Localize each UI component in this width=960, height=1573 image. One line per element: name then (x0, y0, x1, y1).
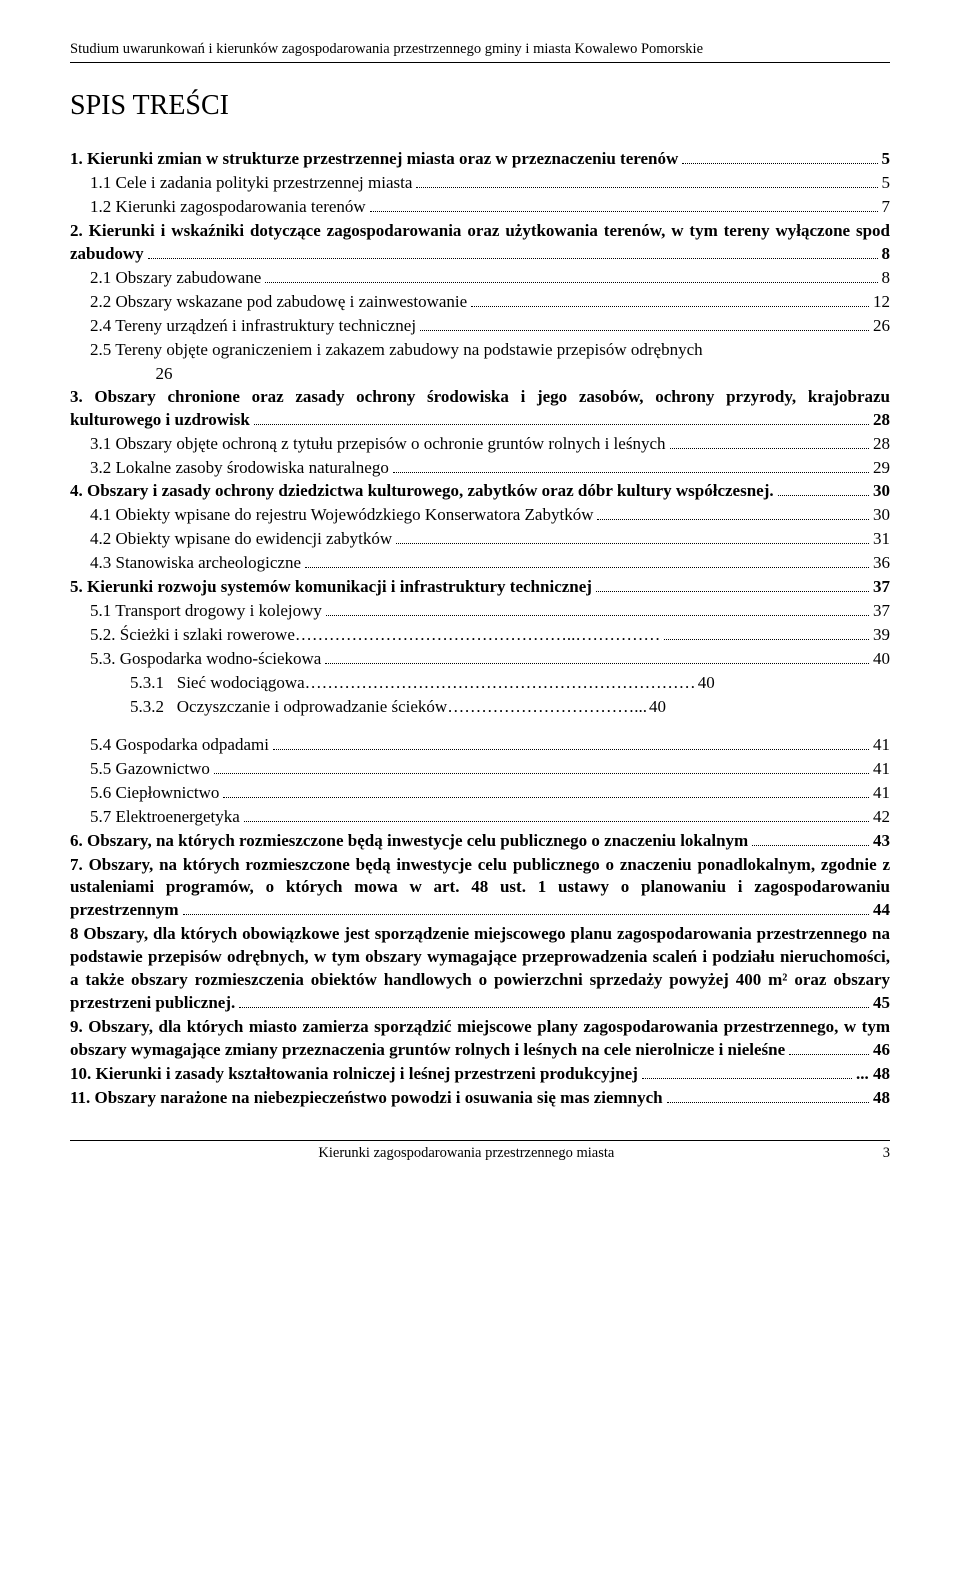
toc-entry: 5.7 Elektroenergetyka 42 (70, 806, 890, 829)
footer-title: Kierunki zagospodarowania przestrzennego… (70, 1144, 863, 1164)
toc-entry-label: 1.1 Cele i zadania polityki przestrzenne… (90, 172, 412, 195)
toc-entry-label: zabudowy (70, 243, 144, 266)
toc-entry-label: 5.1 Transport drogowy i kolejowy (90, 600, 322, 623)
toc-entry: 2.1 Obszary zabudowane 8 (70, 267, 890, 290)
toc-entry-page: 42 (873, 806, 890, 829)
toc-entry: 5.6 Ciepłownictwo 41 (70, 782, 890, 805)
toc-entry: 5.4 Gospodarka odpadami 41 (70, 734, 890, 757)
toc-entry-page: 5 (882, 148, 891, 171)
toc-entry-label: 2.4 Tereny urządzeń i infrastruktury tec… (90, 315, 416, 338)
toc-entry: 4.2 Obiekty wpisane do ewidencji zabytkó… (70, 528, 890, 551)
toc-entry: 5.3.2 Oczyszczanie i odprowadzanie ściek… (70, 696, 890, 719)
toc-entry: 3.2 Lokalne zasoby środowiska naturalneg… (70, 457, 890, 480)
toc-entry-page: 36 (873, 552, 890, 575)
toc-entry: 4. Obszary i zasady ochrony dziedzictwa … (70, 480, 890, 503)
toc-entry-label: przestrzennym (70, 899, 179, 922)
toc-entry-page: 40 (873, 648, 890, 671)
toc-entry-label: 5.3.2 Oczyszczanie i odprowadzanie ściek… (130, 696, 647, 719)
toc-entry-page: 8 (882, 243, 891, 266)
toc-entry-label: 4.1 Obiekty wpisane do rejestru Wojewódz… (90, 504, 593, 527)
toc-entry: 9. Obszary, dla których miasto zamierza … (70, 1016, 890, 1062)
toc-entry: 2. Kierunki i wskaźniki dotyczące zagosp… (70, 220, 890, 266)
toc-entry: 5.3. Gospodarka wodno-ściekowa 40 (70, 648, 890, 671)
toc-entry: 5. Kierunki rozwoju systemów komunikacji… (70, 576, 890, 599)
toc-entry: 2.5 Tereny objęte ograniczeniem i zakaze… (70, 339, 890, 386)
toc-entry-label: 11. Obszary narażone na niebezpieczeństw… (70, 1087, 663, 1110)
toc-entry-label: 5.3. Gospodarka wodno-ściekowa (90, 648, 321, 671)
toc-entry-page: 40 (649, 696, 666, 719)
toc-entry-page: 37 (873, 576, 890, 599)
toc-entry-label: 2.5 Tereny objęte ograniczeniem i zakaze… (90, 339, 703, 362)
toc-entry-label: 6. Obszary, na których rozmieszczone będ… (70, 830, 748, 853)
toc-entry-label: 5.2. Ścieżki i szlaki rowerowe…………………………… (90, 624, 660, 647)
toc-entry-page: 44 (873, 899, 890, 922)
toc-entry-label: 5.4 Gospodarka odpadami (90, 734, 269, 757)
toc-entry-page: 30 (873, 504, 890, 527)
toc-entry-page: 46 (873, 1039, 890, 1062)
toc-entry-label: 10. Kierunki i zasady kształtowania roln… (70, 1063, 638, 1086)
toc-entry-label: 2.1 Obszary zabudowane (90, 267, 261, 290)
toc-entry-page: 41 (873, 758, 890, 781)
toc-entry-page: 26 (873, 315, 890, 338)
toc-entry: 5.1 Transport drogowy i kolejowy 37 (70, 600, 890, 623)
footer-page-number: 3 (863, 1144, 890, 1164)
toc-entry-label: 5. Kierunki rozwoju systemów komunikacji… (70, 576, 592, 599)
page-title: SPIS TREŚCI (70, 87, 890, 125)
toc-entry-page: 37 (873, 600, 890, 623)
table-of-contents: 1. Kierunki zmian w strukturze przestrze… (70, 148, 890, 1110)
toc-entry-page: 45 (873, 992, 890, 1015)
toc-entry-label: 5.7 Elektroenergetyka (90, 806, 240, 829)
toc-entry-label: 3.1 Obszary objęte ochroną z tytułu prze… (90, 433, 666, 456)
toc-entry: 2.4 Tereny urządzeń i infrastruktury tec… (70, 315, 890, 338)
toc-entry-page: ... 48 (856, 1063, 890, 1086)
toc-entry-label: 2.2 Obszary wskazane pod zabudowę i zain… (90, 291, 467, 314)
toc-entry-page: 28 (873, 433, 890, 456)
toc-entry: 8 Obszary, dla których obowiązkowe jest … (70, 923, 890, 1015)
toc-entry-label: 1.2 Kierunki zagospodarowania terenów (90, 196, 366, 219)
toc-entry: 1.2 Kierunki zagospodarowania terenów 7 (70, 196, 890, 219)
toc-entry: 1. Kierunki zmian w strukturze przestrze… (70, 148, 890, 171)
toc-entry-label: 5.5 Gazownictwo (90, 758, 210, 781)
toc-entry-label: przestrzeni publicznej. (70, 992, 235, 1015)
toc-entry-label: 4. Obszary i zasady ochrony dziedzictwa … (70, 480, 774, 503)
toc-entry-label: 1. Kierunki zmian w strukturze przestrze… (70, 148, 678, 171)
toc-entry-label: 5.3.1 Sieć wodociągowa………………………………………………… (130, 672, 696, 695)
toc-entry-page: 7 (882, 196, 891, 219)
toc-entry-page: 31 (873, 528, 890, 551)
toc-entry: 6. Obszary, na których rozmieszczone będ… (70, 830, 890, 853)
toc-entry: 5.5 Gazownictwo 41 (70, 758, 890, 781)
document-header: Studium uwarunkowań i kierunków zagospod… (70, 40, 890, 63)
toc-entry-page: 29 (873, 457, 890, 480)
toc-entry: 11. Obszary narażone na niebezpieczeństw… (70, 1087, 890, 1110)
toc-entry-page: 41 (873, 734, 890, 757)
toc-entry: 3.1 Obszary objęte ochroną z tytułu prze… (70, 433, 890, 456)
toc-entry-label: kulturowego i uzdrowisk (70, 409, 250, 432)
toc-entry-page: 30 (873, 480, 890, 503)
toc-entry: 1.1 Cele i zadania polityki przestrzenne… (70, 172, 890, 195)
toc-entry-page: 43 (873, 830, 890, 853)
toc-entry: 5.2. Ścieżki i szlaki rowerowe…………………………… (70, 624, 890, 647)
toc-entry-page: 39 (873, 624, 890, 647)
toc-entry: 7. Obszary, na których rozmieszczone będ… (70, 854, 890, 923)
page-footer: Kierunki zagospodarowania przestrzennego… (70, 1140, 890, 1164)
toc-entry-page: 5 (882, 172, 891, 195)
toc-entry-label: obszary wymagające zmiany przeznaczenia … (70, 1039, 785, 1062)
toc-entry-label: 5.6 Ciepłownictwo (90, 782, 219, 805)
toc-entry: 2.2 Obszary wskazane pod zabudowę i zain… (70, 291, 890, 314)
toc-entry-page: 28 (873, 409, 890, 432)
toc-entry-label: 4.3 Stanowiska archeologiczne (90, 552, 301, 575)
toc-entry: 5.3.1 Sieć wodociągowa………………………………………………… (70, 672, 890, 695)
toc-entry: 4.3 Stanowiska archeologiczne 36 (70, 552, 890, 575)
toc-entry: 4.1 Obiekty wpisane do rejestru Wojewódz… (70, 504, 890, 527)
toc-entry-page: 12 (873, 291, 890, 314)
toc-entry-page: 8 (882, 267, 891, 290)
toc-entry-page: 48 (873, 1087, 890, 1110)
toc-entry-label: 4.2 Obiekty wpisane do ewidencji zabytkó… (90, 528, 392, 551)
toc-entry-page: 40 (698, 672, 715, 695)
toc-entry-page: 41 (873, 782, 890, 805)
toc-entry: 10. Kierunki i zasady kształtowania roln… (70, 1063, 890, 1086)
toc-entry-label: 3.2 Lokalne zasoby środowiska naturalneg… (90, 457, 389, 480)
toc-entry: 3. Obszary chronione oraz zasady ochrony… (70, 386, 890, 432)
